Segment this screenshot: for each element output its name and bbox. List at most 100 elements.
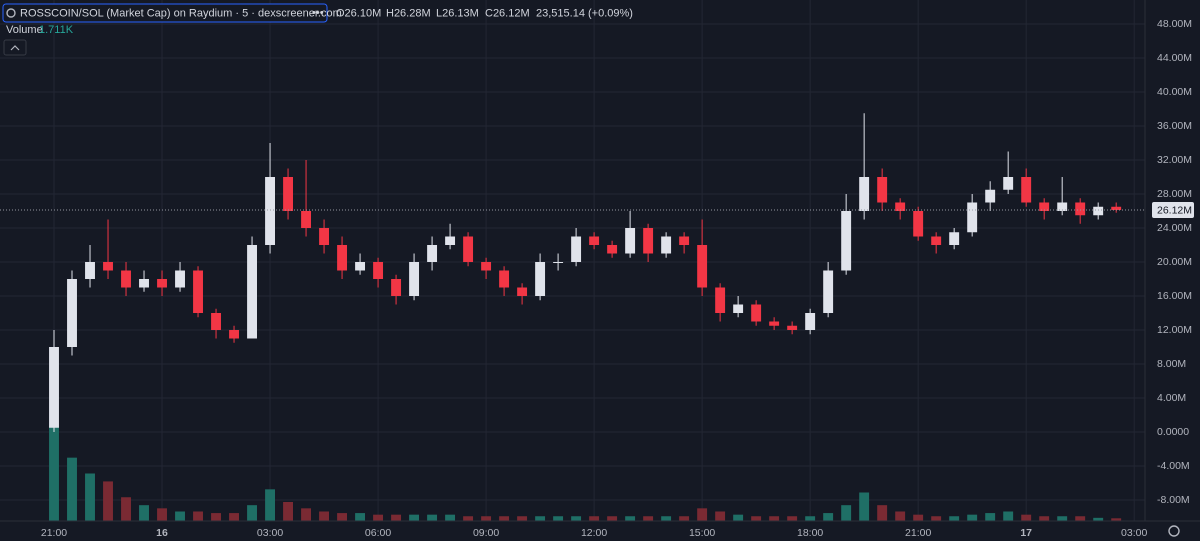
collapse-button[interactable] [3,39,27,56]
candle-body [1075,202,1086,216]
volume-bar [697,508,708,521]
x-tick-label: 03:00 [1121,527,1147,539]
y-tick-label: 12.00M [1157,324,1192,336]
volume-bar [1075,516,1086,521]
candle-body [391,279,402,296]
volume-bar [157,508,167,521]
volume-bar [607,516,618,521]
volume-bar [103,481,113,521]
x-tick-label: 16 [156,527,168,539]
candle-body [769,321,780,326]
volume-bar [517,516,528,521]
ohlc-change: 23,515.14 (+0.09%) [536,7,633,19]
y-tick-label: 28.00M [1157,188,1192,200]
volume-bar [499,516,510,521]
y-tick-label: 32.00M [1157,154,1192,166]
y-tick-label: 4.00M [1157,392,1186,404]
volume-bar [49,426,59,521]
candle-body [301,211,312,228]
candle-body [481,262,492,271]
volume-bar [571,516,582,521]
candle-body [337,245,348,271]
volume-bar [967,514,978,521]
candle-body [589,236,600,245]
symbol-box[interactable] [2,3,328,23]
candle-body [247,245,257,339]
volume-bar [175,511,185,521]
volume-bar [715,511,726,521]
y-tick-label: 0.0000 [1157,426,1189,438]
volume-bar [1093,517,1104,521]
volume-bar [643,516,654,521]
x-tick-label: 21:00 [905,527,931,539]
volume-bar [787,516,798,521]
candle-body [841,211,852,271]
volume-bar [985,513,996,521]
symbol-icon [6,8,16,18]
candle-body [319,228,330,245]
volume-bar [373,514,384,521]
volume-bar [427,514,438,521]
volume-bar [283,502,294,521]
candle-layer [49,113,1122,432]
settings-icon[interactable] [1168,525,1180,537]
y-tick-label: 48.00M [1157,18,1192,30]
candle-body [805,313,816,330]
y-tick-label: 20.00M [1157,256,1192,268]
ohlc-open: O26.10M [336,7,381,19]
y-tick-label: 40.00M [1157,86,1192,98]
candle-body [535,262,546,296]
candle-body [103,262,113,271]
candle-body [175,270,185,288]
volume-bar [1111,518,1122,521]
candle-body [463,236,474,262]
volume-bar [193,511,203,521]
candle-body [427,245,438,262]
volume-bar [841,505,852,521]
volume-bar [949,516,960,521]
volume-bar [661,516,672,521]
candle-body [1057,202,1068,211]
volume-bar [535,516,546,521]
y-tick-label: 16.00M [1157,290,1192,302]
volume-bar [85,473,95,521]
volume-bar [679,516,690,521]
ohlc-low: L26.13M [436,7,479,19]
volume-bar [1057,516,1068,521]
candle-body [265,177,275,245]
volume-bar [463,516,474,521]
x-tick-label: 18:00 [797,527,823,539]
volume-bar [67,457,77,521]
volume-bar [445,514,456,521]
y-tick-label: 8.00M [1157,358,1186,370]
volume-bar [265,489,275,521]
x-tick-label: 09:00 [473,527,499,539]
volume-layer [49,426,1122,521]
candle-body [139,279,149,288]
volume-bar [139,505,149,521]
volume-value: 1.711K [39,24,74,36]
candle-body [787,325,798,330]
candle-body [553,262,564,263]
candle-body [355,262,366,271]
volume-bar [1003,511,1014,521]
collapse-icon [10,45,20,51]
candle-body [607,245,618,254]
ohlc-close: C26.12M [485,7,530,19]
candle-body [895,202,906,211]
candle-body [643,228,654,254]
candle-body [211,313,221,330]
volume-bar [319,511,330,521]
menu-dots[interactable]: ••• [312,7,324,19]
candle-body [859,177,870,211]
volume-bar [247,505,257,521]
volume-bar [823,513,834,521]
volume-bar [553,516,564,521]
y-tick-label: 44.00M [1157,52,1192,64]
volume-bar [769,516,780,521]
ohlc-high: H26.28M [386,7,431,19]
volume-bar [733,514,744,521]
candle-body [283,177,294,211]
